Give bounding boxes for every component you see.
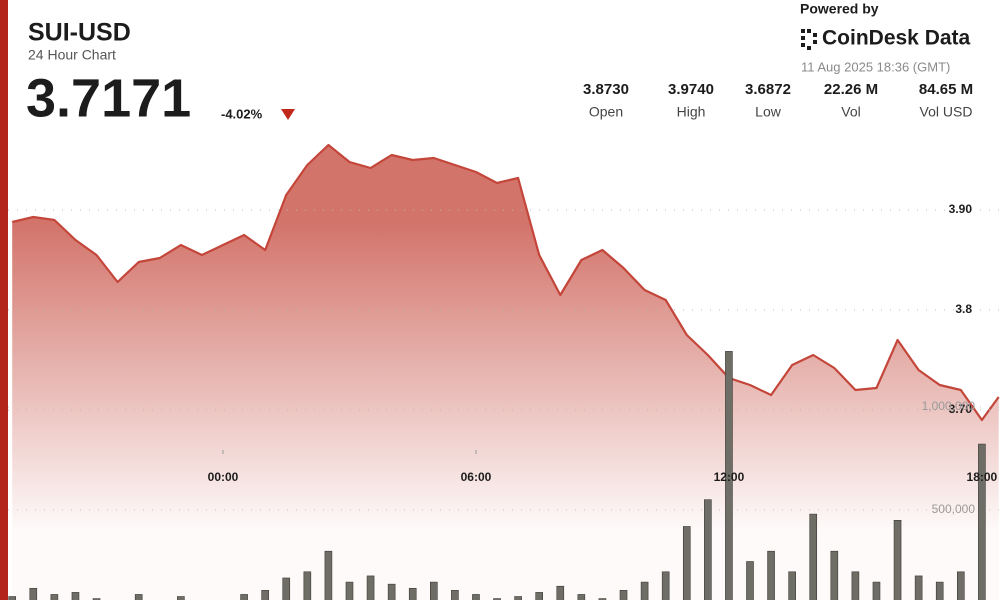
volume-bar [50, 594, 59, 600]
volume-bar [472, 594, 480, 600]
x-tick-label: 18:00 [967, 470, 998, 484]
volume-bar [682, 526, 691, 600]
stat-figure: 3.6872 [745, 81, 791, 98]
powered-by: Powered by [800, 1, 879, 17]
volume-bar [408, 587, 417, 600]
volume-bar [893, 519, 902, 600]
volume-bar [851, 571, 860, 600]
price-line [11, 143, 1000, 422]
volume-bar [493, 598, 501, 600]
y2-tick-label: 500,000 [932, 502, 976, 516]
x-tick-label: 00:00 [208, 470, 239, 484]
stat-caption: Low [755, 104, 782, 120]
timestamp: 11 Aug 2025 18:36 (GMT) [801, 59, 950, 74]
volume-bar [935, 581, 944, 600]
volume-bar [704, 499, 712, 600]
y-tick-label: 3.8 [955, 302, 972, 316]
volume-bar [8, 596, 17, 600]
subtitle: 24 Hour Chart [28, 47, 116, 63]
volume-bar [71, 592, 80, 600]
down-arrow [281, 109, 295, 120]
x-tick-label: 12:00 [714, 470, 745, 484]
volume-bar [535, 592, 544, 600]
volume-bar [809, 513, 818, 600]
volume-bar [430, 581, 438, 600]
accent-bar [0, 0, 8, 600]
volume-bar [177, 596, 185, 600]
stat-caption: Vol USD [920, 104, 973, 120]
volume-bar [282, 577, 291, 600]
volume-bar [956, 571, 965, 600]
price-area [12, 145, 999, 600]
stats: 3.8730 Open 3.9740 High 3.6872 Low 22.26 M Vol 8… [583, 81, 973, 120]
plot [8, 143, 1000, 600]
y2-tick-label: 1,000,000 [922, 399, 976, 413]
volume-bar [598, 598, 607, 600]
volume-bar [640, 581, 649, 600]
stat-figure: 3.8730 [583, 81, 629, 98]
volume-bar [303, 571, 312, 600]
stat-figure: 84.65 M [919, 81, 973, 98]
stat-figure: 22.26 M [824, 81, 878, 98]
volume-bar [725, 351, 733, 600]
volume-bar [978, 443, 986, 600]
volume-bar [387, 583, 396, 600]
stat-caption: Vol [841, 104, 860, 120]
volume-bar [767, 550, 775, 600]
volume-bar [134, 594, 143, 600]
brand-icon [801, 29, 817, 50]
volume-bar [29, 587, 38, 600]
change: -4.02% [221, 106, 263, 121]
y-tick-label: 3.70 [949, 402, 973, 416]
volume-bar [556, 585, 565, 600]
volume-bar [746, 561, 754, 600]
volume-bar [830, 550, 839, 600]
stat-caption: Open [589, 104, 623, 120]
volume-bar [619, 590, 628, 600]
last-price: 3.7171 [26, 68, 191, 128]
stat-figure: 3.9740 [668, 81, 714, 98]
x-tick-label: 06:00 [461, 470, 492, 484]
volume-bar [366, 575, 375, 600]
brand: CoinDesk Data [822, 27, 971, 50]
volume-bar [872, 581, 881, 600]
volume-bar [240, 594, 248, 600]
volume-bar [788, 571, 796, 600]
stat-caption: High [677, 104, 706, 120]
volume-bar [324, 550, 333, 600]
y-tick-label: 3.90 [949, 202, 973, 216]
symbol: SUI-USD [28, 19, 131, 47]
volume-bar [92, 598, 101, 600]
volume-bar [451, 590, 459, 600]
volume-bar [514, 596, 522, 600]
volume-bar [661, 571, 670, 600]
volume-bar [577, 594, 586, 600]
volume-bar [345, 581, 354, 600]
volume-bar [914, 575, 923, 600]
volume-bar [261, 590, 269, 600]
